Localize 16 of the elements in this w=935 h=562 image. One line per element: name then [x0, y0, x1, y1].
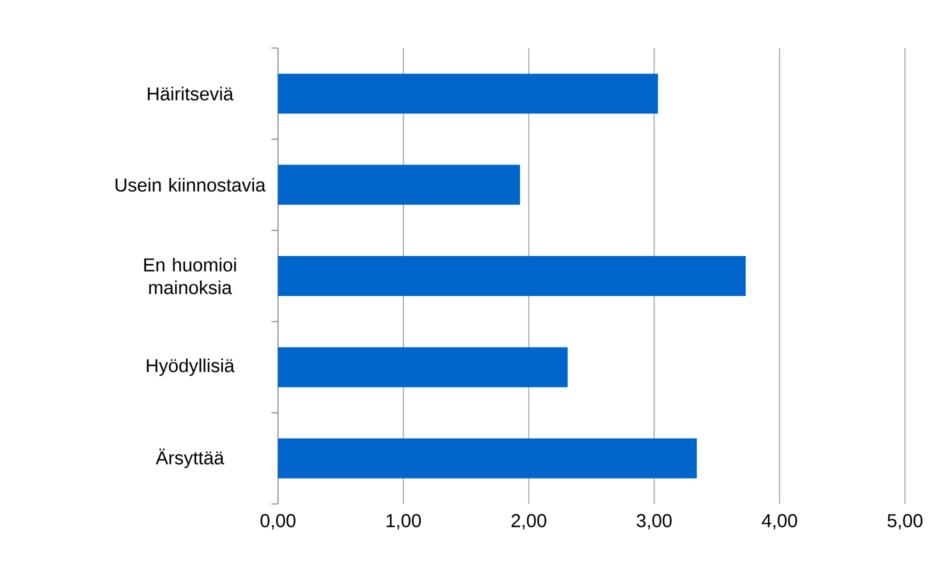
- x-tick-label: 1,00: [386, 514, 421, 530]
- bar: [278, 256, 746, 296]
- bar: [278, 74, 658, 114]
- y-tick-label: Hyödyllisiä: [146, 358, 235, 376]
- x-tick-label: 3,00: [636, 514, 672, 530]
- x-tick-label: 4,00: [762, 514, 798, 530]
- y-tick-label: En huomioi mainoksia: [144, 258, 236, 294]
- y-tick-label: Usein kiinnostavia: [116, 178, 266, 192]
- x-tick-label: 5,00: [888, 514, 922, 530]
- y-tick-label: Ärsyttää: [156, 448, 224, 468]
- bar: [278, 347, 568, 388]
- bar: [278, 164, 520, 205]
- bar: [278, 438, 697, 478]
- x-tick-label: 0,00: [260, 514, 296, 530]
- y-tick-label: Häiritseviä: [148, 86, 234, 100]
- x-tick-label: 2,00: [512, 514, 546, 530]
